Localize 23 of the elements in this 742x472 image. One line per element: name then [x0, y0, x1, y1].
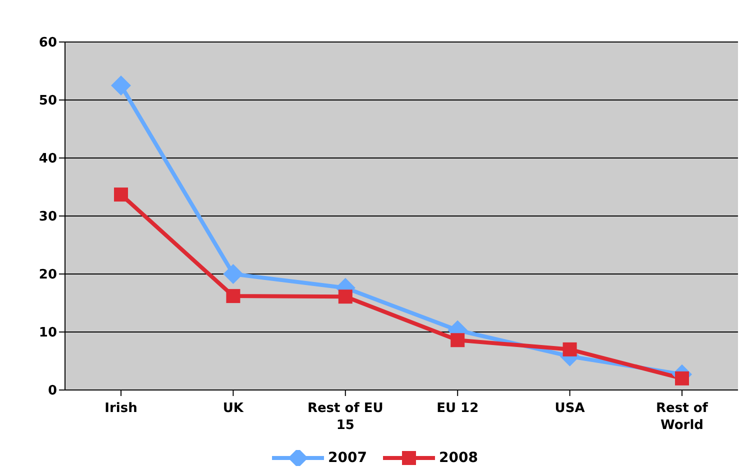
x-tick-label: Rest of World — [656, 401, 708, 433]
legend-label: 2007 — [327, 450, 367, 466]
x-tick-label: USA — [554, 401, 585, 416]
y-tick-label: 30 — [38, 210, 57, 225]
legend-label: 2008 — [438, 450, 478, 466]
x-tick-label: UK — [222, 401, 244, 416]
y-tick-label: 50 — [38, 94, 57, 109]
y-tick-label: 10 — [38, 326, 57, 341]
point — [450, 333, 465, 348]
point — [114, 188, 128, 202]
point — [675, 371, 689, 386]
y-tick-label: 40 — [38, 152, 57, 167]
y-tick-label: 0 — [48, 384, 57, 399]
x-tick-label: EU 12 — [436, 401, 479, 416]
point — [111, 76, 131, 96]
point — [223, 264, 244, 284]
point — [562, 342, 577, 356]
x-tick-label: Rest of EU 15 — [307, 401, 384, 433]
y-tick-label: 20 — [38, 268, 57, 283]
point — [338, 290, 352, 304]
x-tick-label: Irish — [104, 401, 138, 416]
y-tick-label: 60 — [38, 36, 57, 51]
point — [226, 289, 240, 304]
